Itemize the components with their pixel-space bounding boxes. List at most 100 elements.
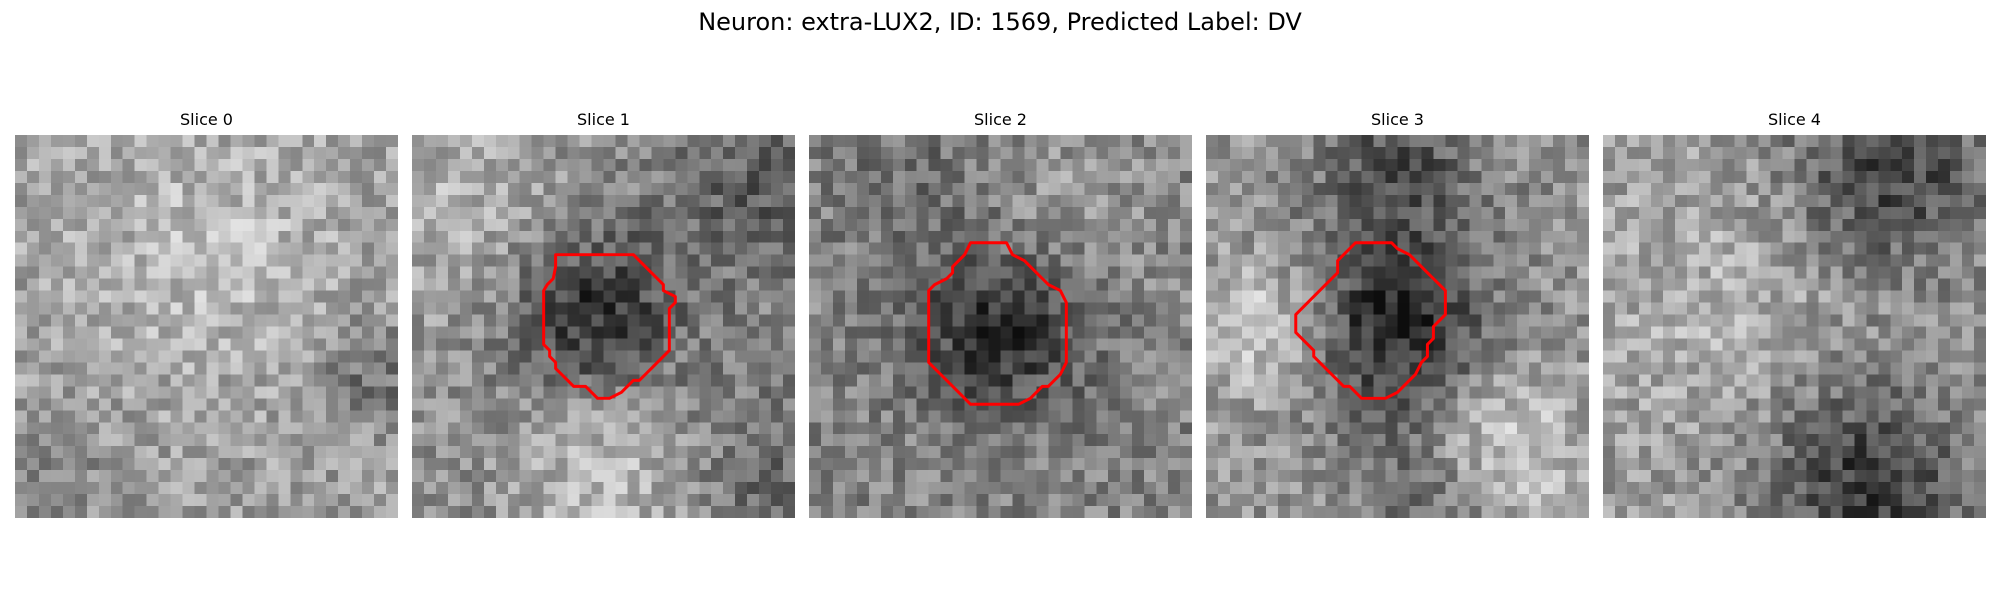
pixel	[1060, 194, 1073, 208]
pixel	[783, 458, 795, 471]
pixel	[1000, 170, 1013, 184]
pixel	[290, 135, 303, 148]
pixel	[1048, 326, 1061, 339]
pixel	[759, 410, 772, 423]
pixel	[194, 158, 207, 172]
pixel	[1096, 314, 1109, 327]
pixel	[759, 290, 772, 303]
pixel	[639, 206, 652, 220]
pixel	[1373, 458, 1386, 471]
pixel	[507, 206, 520, 220]
pixel	[1722, 326, 1735, 339]
pixel	[1445, 494, 1458, 507]
pixel	[1277, 422, 1291, 435]
pixel	[507, 458, 520, 471]
pixel	[230, 446, 243, 459]
pixel	[1890, 398, 1903, 411]
pixel	[26, 242, 40, 255]
pixel	[507, 362, 520, 375]
pixel	[1674, 242, 1688, 255]
pixel	[362, 470, 375, 483]
pixel	[230, 182, 243, 196]
pixel	[1253, 434, 1267, 447]
pixel	[1698, 158, 1711, 172]
pixel	[182, 206, 195, 220]
pixel	[362, 434, 375, 447]
pixel	[182, 374, 195, 387]
pixel	[747, 135, 760, 148]
pixel	[1830, 230, 1843, 243]
pixel	[735, 338, 748, 351]
pixel	[952, 410, 965, 423]
pixel	[278, 158, 291, 172]
pixel	[1674, 290, 1688, 303]
pixel	[543, 314, 556, 327]
pixel	[1108, 146, 1121, 160]
pixel	[1830, 146, 1843, 160]
pixel	[338, 446, 351, 459]
pixel	[1433, 470, 1446, 483]
pixel	[1577, 386, 1589, 399]
pixel	[206, 386, 219, 399]
pixel	[627, 158, 640, 172]
pixel	[1433, 494, 1446, 507]
pixel	[194, 410, 207, 423]
pixel	[1674, 398, 1688, 411]
pixel	[723, 350, 736, 363]
pixel	[1349, 410, 1362, 423]
pixel	[350, 218, 363, 231]
pixel	[1036, 326, 1049, 339]
pixel	[1806, 146, 1819, 160]
pixel	[1842, 326, 1855, 339]
pixel	[1156, 230, 1169, 243]
pixel	[771, 446, 784, 459]
pixel	[1541, 218, 1554, 231]
pixel	[615, 266, 628, 279]
pixel	[1313, 434, 1326, 447]
pixel	[1638, 135, 1652, 148]
pixel	[1325, 230, 1338, 243]
pixel	[952, 314, 965, 327]
pixel	[218, 494, 231, 507]
pixel	[723, 338, 736, 351]
pixel	[591, 158, 604, 172]
pixel	[1722, 314, 1735, 327]
pixel	[495, 458, 508, 471]
pixel	[1277, 410, 1291, 423]
pixel	[783, 422, 795, 435]
pixel	[302, 362, 315, 375]
pixel	[26, 158, 40, 172]
pixel	[543, 386, 556, 399]
pixel	[1746, 386, 1759, 399]
pixel	[302, 266, 315, 279]
pixel	[1914, 194, 1927, 208]
pixel	[1782, 410, 1795, 423]
pixel	[459, 506, 473, 518]
pixel	[1830, 254, 1843, 267]
pixel	[362, 170, 375, 184]
pixel	[627, 446, 640, 459]
pixel	[1433, 206, 1446, 220]
pixel	[1349, 314, 1362, 327]
pixel	[1409, 135, 1422, 148]
pixel	[1794, 146, 1807, 160]
pixel	[651, 206, 664, 220]
pixel	[1854, 374, 1867, 387]
pixel	[38, 326, 52, 339]
pixel	[615, 338, 628, 351]
pixel	[1457, 410, 1470, 423]
pixel	[206, 494, 219, 507]
pixel	[122, 135, 135, 148]
pixel	[374, 290, 387, 303]
pixel	[1565, 146, 1578, 160]
pixel	[1349, 434, 1362, 447]
pixel	[1698, 230, 1711, 243]
pixel	[519, 302, 532, 315]
pixel	[507, 470, 520, 483]
pixel	[338, 170, 351, 184]
pixel	[110, 482, 123, 495]
pixel	[1770, 326, 1783, 339]
pixel	[1553, 398, 1566, 411]
pixel	[1914, 266, 1927, 279]
pixel	[218, 398, 231, 411]
